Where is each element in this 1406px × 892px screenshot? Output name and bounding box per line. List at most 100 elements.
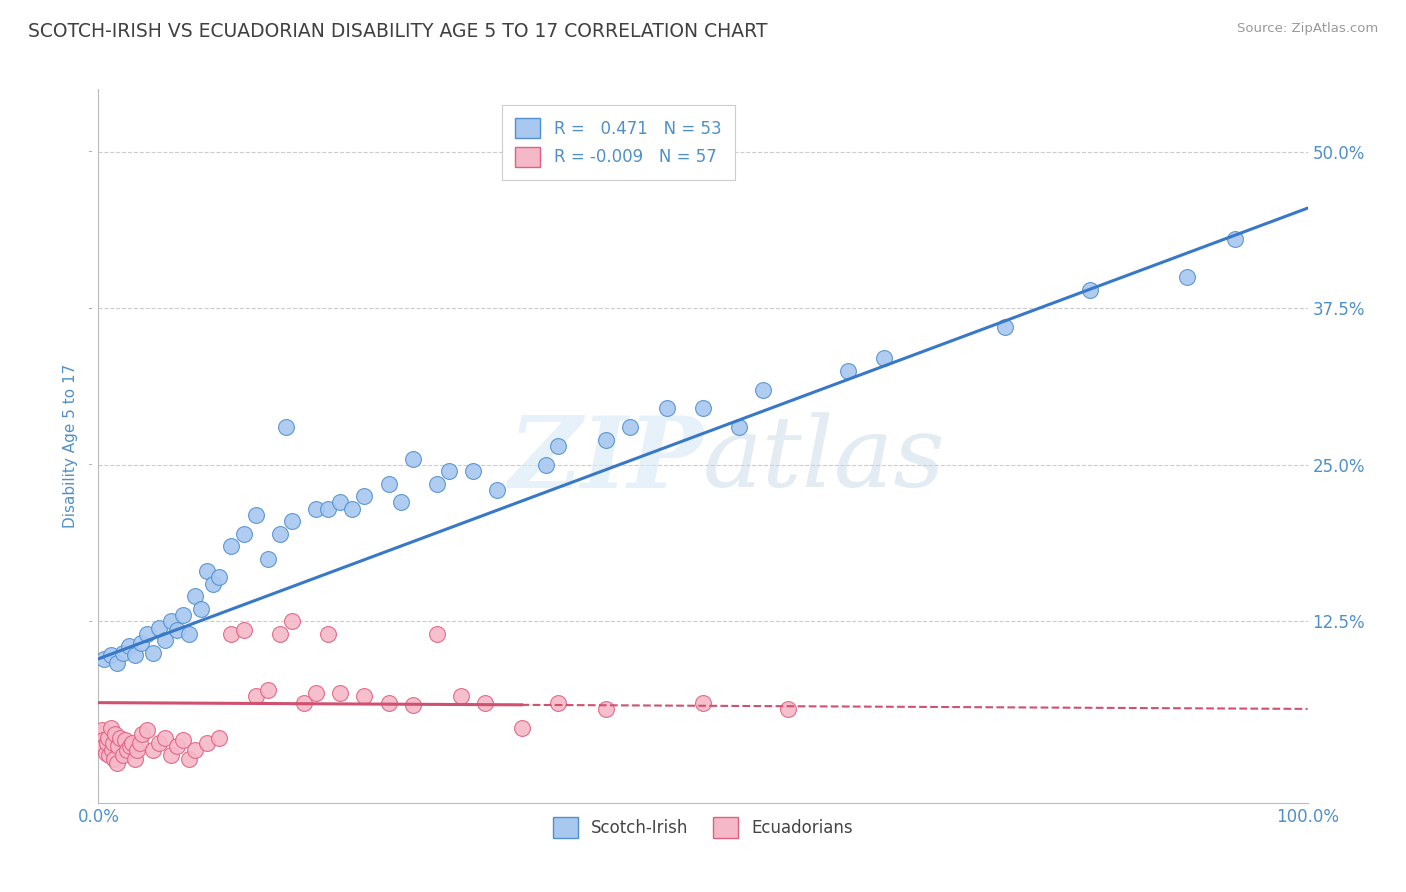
Point (94, 746, 117, 760)
Point (221, 539, 243, 553)
Point (752, 383, 775, 397)
Point (166, 739, 188, 754)
Point (105, 756, 128, 770)
Point (184, 743, 207, 757)
Point (172, 733, 194, 747)
Point (474, 696, 496, 710)
Point (329, 495, 352, 509)
Point (104, 727, 127, 741)
Point (111, 646, 134, 660)
Point (547, 696, 569, 710)
Point (208, 570, 231, 584)
Point (377, 696, 399, 710)
Point (402, 451, 425, 466)
Point (256, 551, 278, 566)
Point (131, 727, 153, 741)
Point (305, 685, 328, 699)
Point (595, 433, 617, 447)
Point (437, 464, 460, 478)
Point (281, 614, 304, 628)
Point (103, 752, 125, 766)
Point (100, 743, 122, 757)
Point (108, 731, 131, 745)
Point (305, 501, 328, 516)
Point (127, 743, 149, 757)
Point (389, 495, 412, 509)
Point (426, 627, 449, 641)
Point (179, 752, 201, 766)
Point (692, 401, 714, 416)
Point (353, 489, 375, 503)
Point (377, 476, 399, 491)
Point (96, 736, 118, 750)
Point (148, 736, 170, 750)
Point (329, 685, 352, 699)
Point (190, 601, 212, 615)
Point (111, 748, 134, 763)
Point (202, 576, 225, 591)
Point (142, 743, 165, 757)
Point (93, 739, 115, 754)
Point (97, 731, 120, 745)
Point (619, 420, 641, 434)
Point (100, 648, 122, 662)
Text: Source: ZipAtlas.com: Source: ZipAtlas.com (1237, 22, 1378, 36)
Point (342, 501, 364, 516)
Point (402, 698, 425, 713)
Point (269, 526, 291, 541)
Point (160, 748, 183, 763)
Point (124, 648, 146, 662)
Point (245, 508, 267, 522)
Point (105, 656, 128, 670)
Point (232, 526, 254, 541)
Point (655, 401, 678, 416)
Point (208, 731, 231, 745)
Point (292, 696, 315, 710)
Point (107, 739, 129, 754)
Point (1175, 270, 1198, 285)
Text: atlas: atlas (703, 413, 946, 508)
Point (510, 721, 533, 735)
Point (450, 690, 472, 704)
Point (124, 752, 146, 766)
Point (316, 627, 339, 641)
Point (269, 627, 291, 641)
Point (195, 736, 218, 750)
Point (135, 723, 157, 738)
Point (184, 589, 207, 603)
Point (172, 607, 194, 622)
Point (692, 696, 714, 710)
Text: ZIP: ZIP (508, 412, 703, 508)
Text: SCOTCH-IRISH VS ECUADORIAN DISABILITY AGE 5 TO 17 CORRELATION CHART: SCOTCH-IRISH VS ECUADORIAN DISABILITY AG… (28, 22, 768, 41)
Point (221, 627, 243, 641)
Point (118, 640, 141, 654)
Point (114, 733, 136, 747)
Point (281, 514, 304, 528)
Point (135, 627, 157, 641)
Point (91, 723, 114, 738)
Legend: Scotch-Irish, Ecuadorians: Scotch-Irish, Ecuadorians (546, 811, 860, 845)
Point (153, 731, 176, 745)
Point (776, 702, 799, 716)
Point (91, 733, 114, 747)
Point (160, 614, 183, 628)
Point (100, 721, 122, 735)
Point (534, 458, 557, 472)
Point (595, 702, 617, 716)
Point (547, 439, 569, 453)
Point (195, 564, 218, 578)
Point (994, 320, 1017, 334)
Point (148, 621, 170, 635)
Point (728, 420, 751, 434)
Y-axis label: Disability Age 5 to 17: Disability Age 5 to 17 (63, 364, 79, 528)
Point (142, 646, 165, 660)
Point (274, 420, 297, 434)
Point (101, 736, 124, 750)
Point (1223, 232, 1246, 246)
Point (128, 736, 150, 750)
Point (353, 690, 375, 704)
Point (463, 464, 485, 478)
Point (256, 683, 278, 698)
Point (245, 690, 267, 704)
Point (873, 351, 896, 366)
